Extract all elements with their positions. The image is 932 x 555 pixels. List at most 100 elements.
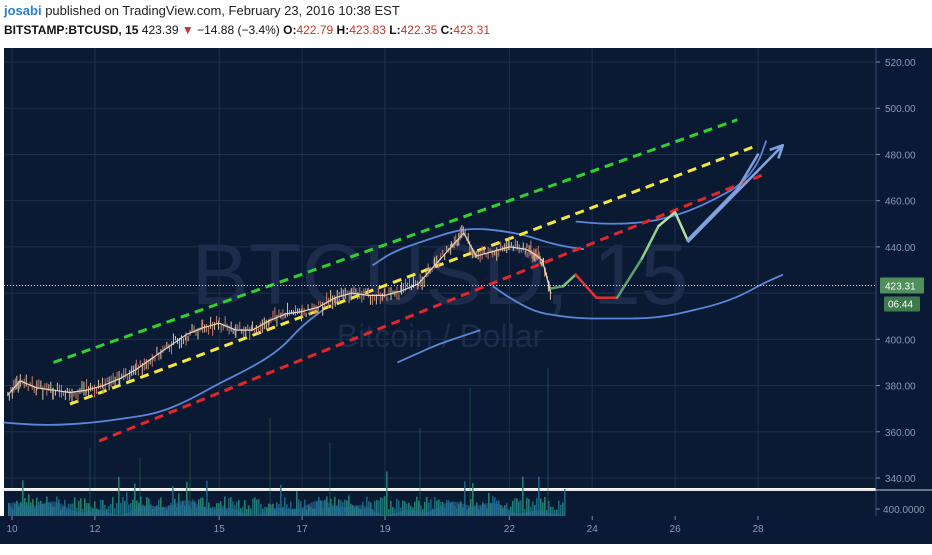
- projection-segment: [640, 224, 660, 260]
- volume-bar: [126, 492, 128, 516]
- volume-bar: [548, 501, 550, 516]
- arrow-head-icon: [769, 143, 785, 159]
- author-link[interactable]: josabi: [4, 3, 42, 18]
- volume-bar: [262, 508, 264, 516]
- countdown-label: 06:44: [888, 299, 913, 310]
- price-axis: 520.00 500.00 480.00 460.00 440.00 400.00 380.…: [876, 58, 916, 485]
- volume-bar: [172, 486, 174, 516]
- projection-segment: [711, 187, 739, 216]
- volume-bar: [348, 495, 350, 516]
- bollinger-lower-line: [492, 273, 784, 320]
- volume-bar: [392, 507, 394, 516]
- volume-bar: [382, 497, 384, 516]
- volume-bar: [562, 502, 564, 516]
- grid-lines: [4, 48, 876, 488]
- volume-bar: [378, 500, 380, 516]
- price-tick-label: 500.00: [885, 104, 916, 115]
- volume-bar: [186, 481, 188, 516]
- volume-bar: [544, 497, 546, 516]
- volume-bar: [416, 496, 418, 516]
- volume-bar: [426, 497, 428, 516]
- volume-bar: [88, 503, 90, 516]
- volume-bar: [258, 499, 260, 516]
- low-value: 422.35: [400, 23, 438, 37]
- volume-bar: [116, 503, 118, 516]
- bollinger-upper-line: [372, 228, 585, 267]
- volume-bar: [518, 501, 520, 516]
- projection-path: [549, 153, 760, 299]
- volume-bar: [394, 508, 396, 516]
- bollinger-lower-early-line: [3, 306, 328, 426]
- volume-bar: [80, 498, 82, 516]
- price-tick-label: 360.00: [885, 428, 916, 439]
- price-tick-label: 460.00: [885, 197, 916, 208]
- volume-bar: [532, 501, 534, 516]
- open-label: O:: [283, 23, 297, 37]
- volume-bar: [560, 504, 562, 516]
- volume-bar: [552, 506, 554, 516]
- volume-bar: [540, 498, 542, 516]
- volume-bar: [102, 499, 104, 516]
- volume-bar: [132, 499, 134, 516]
- volume-bar: [248, 505, 250, 516]
- volume-bar: [86, 503, 88, 516]
- projection-segment: [574, 273, 598, 299]
- volume-bar: [386, 471, 388, 516]
- current-price-label: 423.31: [885, 281, 916, 292]
- volume-bar: [120, 503, 122, 516]
- volume-bar: [408, 502, 410, 516]
- volume-bar: [376, 500, 378, 516]
- volume-bar: [260, 503, 262, 516]
- volume-bar: [122, 497, 124, 516]
- volume-bar: [22, 480, 24, 516]
- time-tick-label: 24: [587, 524, 599, 535]
- volume-bar: [512, 500, 514, 516]
- green-trendline: [52, 118, 738, 364]
- publish-header: josabi published on TradingView.com, Feb…: [4, 3, 400, 18]
- volume-tick-label: 400.0000: [883, 505, 925, 516]
- current-price-badge: [880, 277, 924, 294]
- publish-info: published on TradingView.com, February 2…: [45, 3, 400, 18]
- price-tick-label: 480.00: [885, 150, 916, 161]
- volume-bar: [108, 505, 110, 516]
- price-tick-label: 520.00: [885, 58, 916, 69]
- volume-bars: [8, 471, 566, 516]
- high-value: 423.83: [349, 23, 386, 37]
- volume-area: [8, 500, 565, 516]
- chart-area[interactable]: BTCUSD, 15 Bitcoin / Dollar 520.00 500.00 48…: [0, 42, 932, 550]
- price-change: −14.88 (−3.4%): [197, 23, 280, 37]
- countdown-badge: [884, 296, 920, 312]
- close-label: C:: [440, 23, 454, 37]
- volume-bar: [528, 498, 530, 516]
- volume-bar: [114, 508, 116, 516]
- time-tick-label: 19: [379, 524, 391, 535]
- volume-bar: [430, 499, 432, 516]
- volume-bar: [246, 508, 248, 516]
- volume-bar: [202, 497, 204, 516]
- volume-bar: [366, 496, 368, 516]
- time-tick-label: 22: [504, 524, 516, 535]
- price-tick-label: 440.00: [885, 243, 916, 254]
- volume-bar: [296, 491, 298, 516]
- volume-bar: [396, 498, 398, 516]
- time-axis: 10 12 15 17 19 22 24 26 28: [6, 516, 764, 535]
- volume-bar: [134, 483, 136, 516]
- projection-segment: [736, 153, 760, 191]
- price-line: [7, 232, 552, 396]
- time-tick-label: 28: [752, 524, 764, 535]
- volume-bar: [110, 503, 112, 516]
- volume-bar: [252, 498, 254, 516]
- projection-segment: [615, 257, 644, 299]
- volume-bar: [78, 500, 80, 516]
- volume-bar: [428, 502, 430, 516]
- volume-bar: [472, 483, 474, 516]
- price-tick-label: 340.00: [885, 474, 916, 485]
- volume-bar: [384, 496, 386, 516]
- volume-bar: [564, 488, 566, 516]
- time-tick-label: 17: [297, 524, 309, 535]
- volume-bar: [516, 498, 518, 516]
- volume-bar: [436, 500, 438, 516]
- volume-bar: [464, 481, 466, 516]
- volume-bar: [526, 497, 528, 516]
